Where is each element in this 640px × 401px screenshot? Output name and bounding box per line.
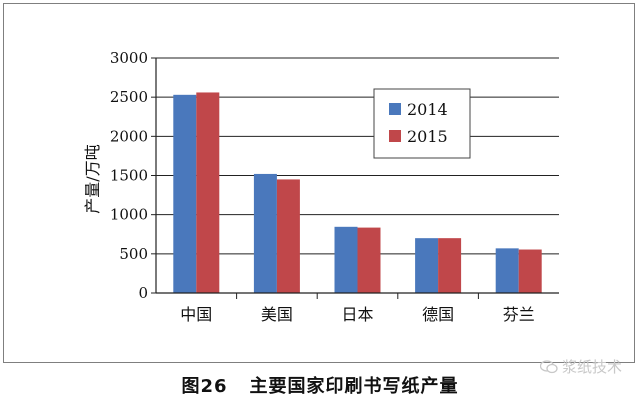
y-axis-title: 产量/万吨 <box>83 144 102 213</box>
y-tick-labels: 0 500 1000 1500 2000 2500 3000 <box>110 49 148 302</box>
x-category-label: 美国 <box>261 305 293 324</box>
bar-2015-5 <box>518 249 542 293</box>
bar-2014-3 <box>334 226 358 293</box>
figure-title: 主要国家印刷书写纸产量 <box>249 376 459 397</box>
bars <box>173 92 542 293</box>
legend-box <box>373 88 471 159</box>
chart-frame: 0 500 1000 1500 2000 2500 3000 中国 美国 日本 德国 芬兰 产量/万… <box>3 3 635 363</box>
figure-number: 图26 <box>181 376 228 397</box>
figure-caption: 图26 主要国家印刷书写纸产量 <box>0 372 640 398</box>
y-tick-label: 2500 <box>110 88 148 106</box>
x-category-label: 中国 <box>180 305 212 324</box>
y-tick-label: 0 <box>138 284 148 302</box>
bar-2015-3 <box>357 227 381 293</box>
y-tick-label: 3000 <box>110 49 148 67</box>
bar-2014-5 <box>495 248 519 293</box>
bar-2015-1 <box>196 92 220 293</box>
bar-2014-4 <box>415 238 439 293</box>
x-category-label: 德国 <box>422 305 454 324</box>
gridlines <box>151 57 559 294</box>
legend: 2014 2015 <box>373 88 471 159</box>
y-tick-label: 500 <box>119 245 148 263</box>
watermark-text: 浆纸技术 <box>561 358 622 376</box>
wechat-icon <box>539 359 558 373</box>
x-category-label: 日本 <box>341 305 373 324</box>
bar-chart: 0 500 1000 1500 2000 2500 3000 中国 美国 日本 德国 芬兰 产量/万… <box>83 49 559 324</box>
axes <box>155 58 559 294</box>
x-category-labels: 中国 美国 日本 德国 芬兰 <box>180 293 535 324</box>
legend-swatch-2014 <box>389 103 401 115</box>
y-tick-label: 1500 <box>110 167 148 185</box>
bar-2014-2 <box>253 173 277 293</box>
bar-2014-1 <box>173 94 197 293</box>
y-tick-label: 1000 <box>110 206 148 224</box>
bar-2015-2 <box>276 179 300 293</box>
bar-2015-4 <box>438 238 462 293</box>
watermark: 浆纸技术 <box>539 356 622 377</box>
legend-label-2014: 2014 <box>407 100 448 119</box>
legend-label-2015: 2015 <box>407 127 448 146</box>
legend-swatch-2015 <box>389 130 401 142</box>
y-tick-label: 2000 <box>110 127 148 145</box>
x-category-label: 芬兰 <box>503 305 535 324</box>
